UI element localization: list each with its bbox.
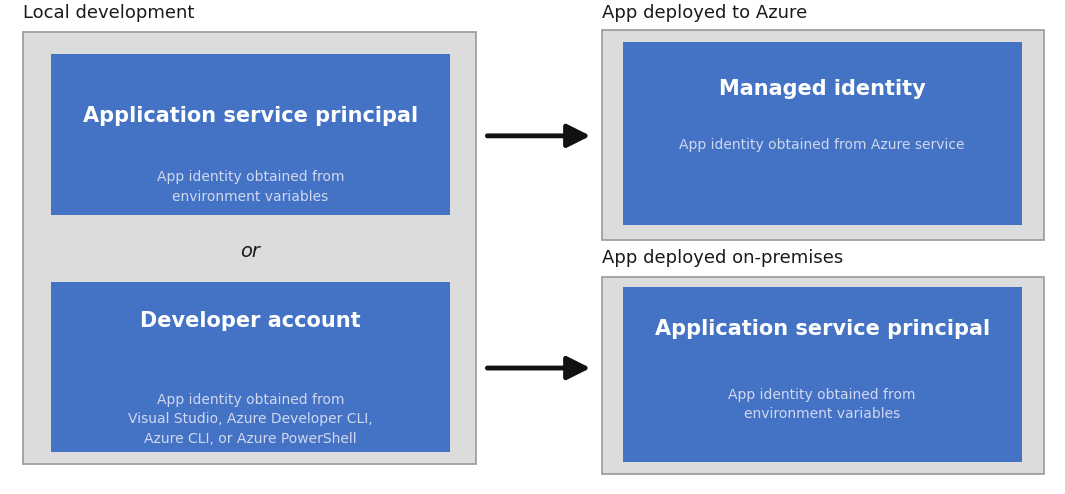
Text: or: or — [241, 243, 260, 261]
Text: App identity obtained from Azure service: App identity obtained from Azure service — [679, 138, 965, 152]
Text: App deployed to Azure: App deployed to Azure — [602, 4, 807, 22]
FancyBboxPatch shape — [602, 277, 1044, 474]
Text: Application service principal: Application service principal — [655, 319, 989, 338]
FancyBboxPatch shape — [23, 32, 476, 464]
Text: App deployed on-premises: App deployed on-premises — [602, 249, 843, 267]
FancyBboxPatch shape — [51, 54, 450, 215]
Text: Application service principal: Application service principal — [83, 106, 417, 126]
Text: Local development: Local development — [23, 4, 195, 22]
Text: App identity obtained from
environment variables: App identity obtained from environment v… — [157, 170, 344, 204]
FancyBboxPatch shape — [623, 287, 1022, 462]
Text: App identity obtained from
Visual Studio, Azure Developer CLI,
Azure CLI, or Azu: App identity obtained from Visual Studio… — [128, 393, 373, 446]
Text: Managed identity: Managed identity — [719, 79, 925, 99]
FancyBboxPatch shape — [51, 282, 450, 452]
Text: App identity obtained from
environment variables: App identity obtained from environment v… — [728, 388, 916, 421]
FancyBboxPatch shape — [602, 30, 1044, 240]
FancyBboxPatch shape — [623, 42, 1022, 225]
Text: Developer account: Developer account — [140, 311, 361, 331]
